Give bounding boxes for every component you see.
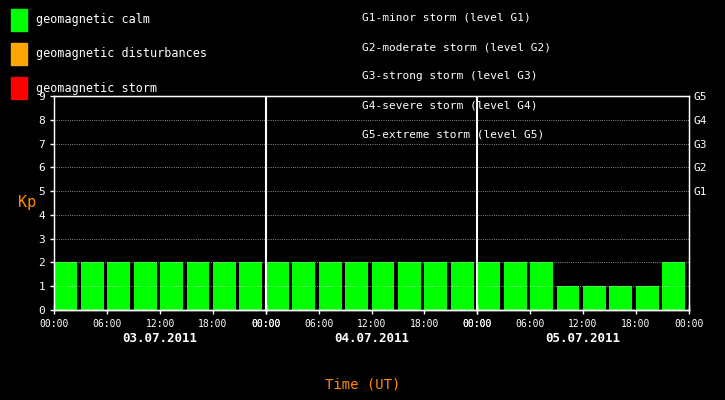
Bar <box>133 262 157 310</box>
Bar <box>292 262 315 310</box>
Bar <box>451 262 473 310</box>
Text: Time (UT): Time (UT) <box>325 377 400 391</box>
Bar <box>266 262 289 310</box>
Bar <box>213 262 236 310</box>
Text: 04.07.2011: 04.07.2011 <box>334 332 409 344</box>
Bar <box>583 286 606 310</box>
Bar <box>160 262 183 310</box>
Bar <box>663 262 685 310</box>
Text: G4-severe storm (level G4): G4-severe storm (level G4) <box>362 101 538 111</box>
Text: G2-moderate storm (level G2): G2-moderate storm (level G2) <box>362 42 552 52</box>
Bar <box>504 262 526 310</box>
Bar <box>530 262 553 310</box>
Bar <box>477 262 500 310</box>
Bar <box>345 262 368 310</box>
Text: geomagnetic disturbances: geomagnetic disturbances <box>36 48 207 60</box>
Text: G5-extreme storm (level G5): G5-extreme storm (level G5) <box>362 130 544 140</box>
Text: 05.07.2011: 05.07.2011 <box>545 332 621 344</box>
Bar <box>107 262 130 310</box>
Text: geomagnetic calm: geomagnetic calm <box>36 14 149 26</box>
Bar <box>54 262 78 310</box>
Bar <box>186 262 210 310</box>
Y-axis label: Kp: Kp <box>18 196 36 210</box>
Bar <box>239 262 262 310</box>
Text: geomagnetic storm: geomagnetic storm <box>36 82 157 94</box>
Bar <box>610 286 632 310</box>
Bar <box>371 262 394 310</box>
Bar <box>636 286 659 310</box>
Bar <box>319 262 341 310</box>
Bar <box>80 262 104 310</box>
Bar <box>398 262 421 310</box>
Text: G3-strong storm (level G3): G3-strong storm (level G3) <box>362 72 538 82</box>
Text: 03.07.2011: 03.07.2011 <box>123 332 198 344</box>
Text: G1-minor storm (level G1): G1-minor storm (level G1) <box>362 13 531 23</box>
Bar <box>424 262 447 310</box>
Bar <box>557 286 579 310</box>
